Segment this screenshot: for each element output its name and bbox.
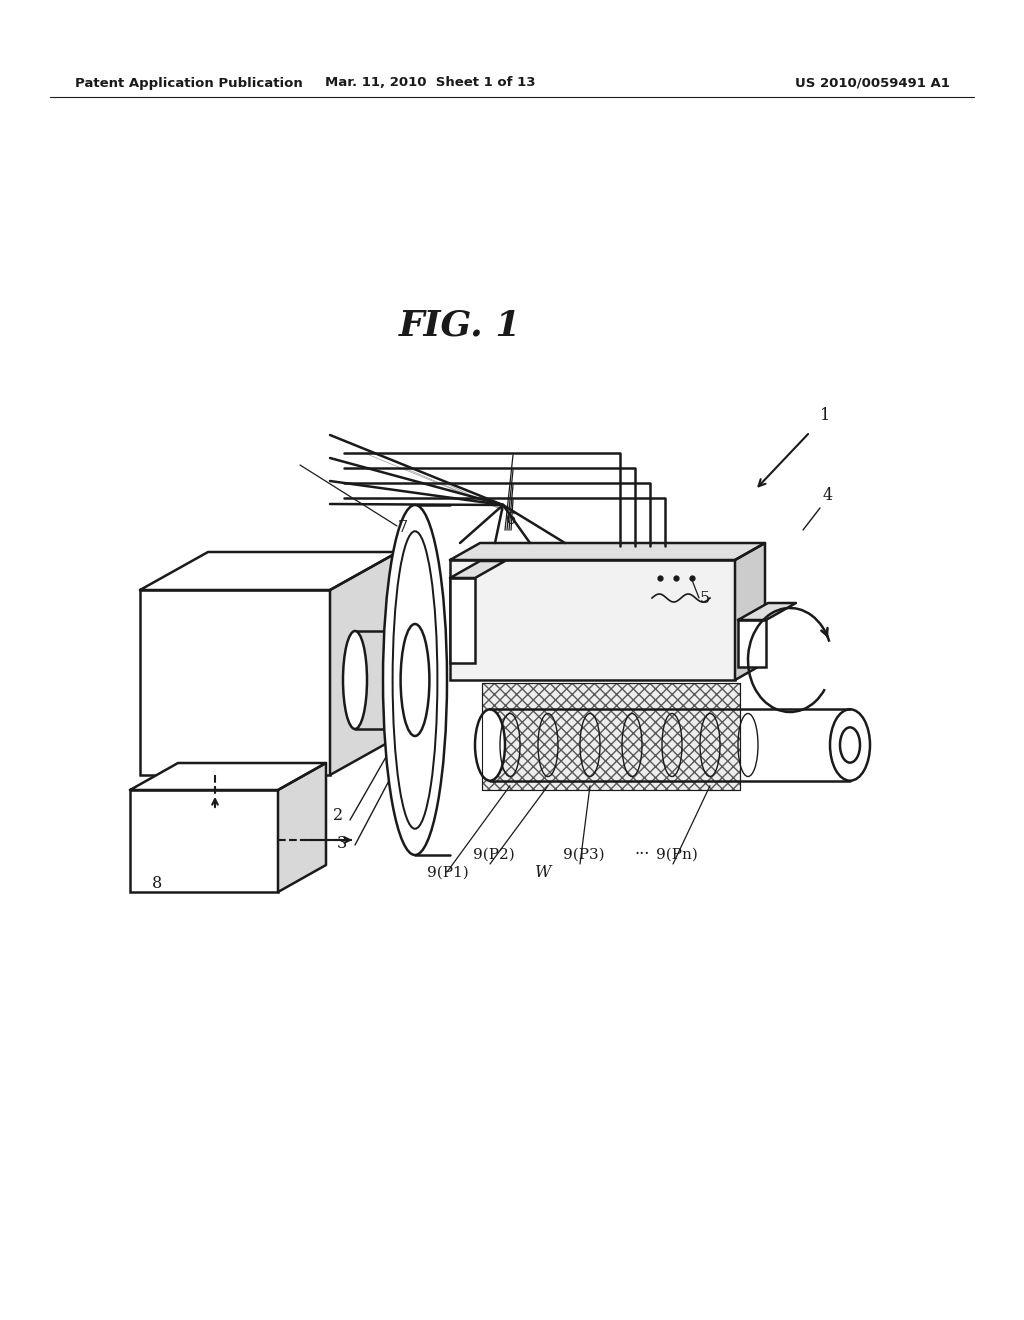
Text: 9(P2): 9(P2) — [473, 847, 515, 862]
Bar — [450, 578, 475, 663]
Text: US 2010/0059491 A1: US 2010/0059491 A1 — [795, 77, 950, 90]
Ellipse shape — [475, 709, 505, 780]
Polygon shape — [738, 603, 796, 620]
Ellipse shape — [343, 631, 367, 729]
Ellipse shape — [840, 727, 860, 763]
Text: FIG. 1: FIG. 1 — [398, 308, 521, 342]
Text: Mar. 11, 2010  Sheet 1 of 13: Mar. 11, 2010 Sheet 1 of 13 — [325, 77, 536, 90]
Ellipse shape — [400, 624, 429, 737]
Text: 3: 3 — [337, 836, 347, 851]
Bar — [140, 590, 330, 775]
Polygon shape — [278, 763, 326, 892]
Text: W: W — [535, 865, 552, 880]
Polygon shape — [130, 763, 326, 789]
Text: 6: 6 — [506, 511, 516, 528]
Polygon shape — [450, 561, 505, 578]
Polygon shape — [330, 552, 398, 775]
Text: 9(P3): 9(P3) — [563, 847, 604, 862]
Polygon shape — [140, 552, 398, 590]
Text: 1: 1 — [820, 407, 830, 424]
Text: 2: 2 — [333, 807, 343, 824]
Bar — [130, 789, 278, 892]
Bar — [738, 620, 766, 667]
Text: 7: 7 — [398, 519, 409, 536]
Ellipse shape — [830, 709, 870, 780]
Bar — [482, 682, 740, 789]
Polygon shape — [735, 543, 765, 680]
Text: Patent Application Publication: Patent Application Publication — [75, 77, 303, 90]
Text: 9(P1): 9(P1) — [427, 866, 469, 880]
Text: 8: 8 — [152, 875, 162, 892]
Text: ···: ··· — [635, 846, 650, 863]
Bar — [450, 560, 735, 680]
Polygon shape — [450, 543, 765, 560]
Text: 5: 5 — [700, 590, 711, 607]
Text: 4: 4 — [823, 487, 834, 504]
Ellipse shape — [383, 506, 447, 855]
Text: 9(Pn): 9(Pn) — [656, 847, 698, 862]
